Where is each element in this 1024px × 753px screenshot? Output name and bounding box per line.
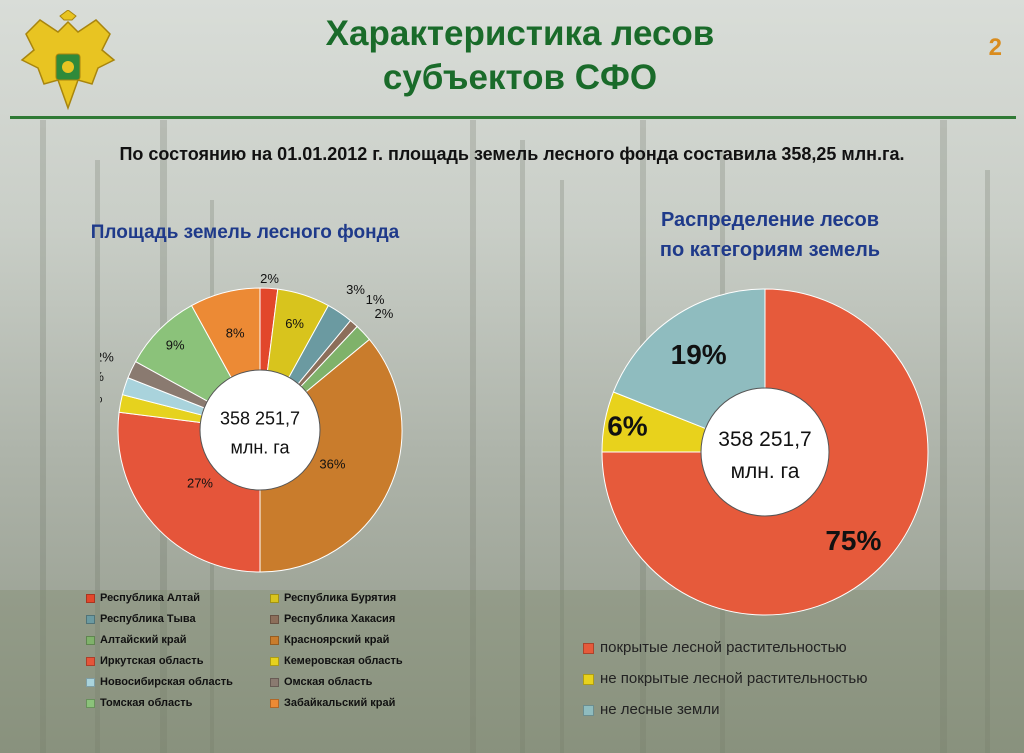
slice-label: 27%: [187, 475, 213, 490]
slice-label: 2%: [100, 369, 104, 384]
legend-item: Новосибирская область: [86, 672, 233, 692]
legend-item: Республика Бурятия: [270, 588, 396, 608]
donut-center: [199, 369, 321, 491]
legend-swatch: [86, 656, 95, 666]
legend-item: Кемеровская область: [270, 651, 403, 671]
slice-label: 2%: [100, 349, 114, 364]
donut-center: [700, 387, 830, 517]
legend-swatch: [86, 593, 95, 603]
legend-swatch: [583, 642, 594, 654]
legend-swatch: [270, 614, 279, 624]
legend-label: Забайкальский край: [284, 697, 396, 709]
legend-label: Новосибирская область: [100, 676, 233, 688]
title-divider: [10, 116, 1016, 119]
legend-swatch: [270, 698, 279, 708]
center-label: млн. га: [230, 437, 290, 457]
legend-label: Омская область: [284, 676, 373, 688]
legend-swatch: [86, 635, 95, 645]
legend-label: покрытые лесной растительностью: [600, 639, 847, 656]
center-label: 358 251,7: [220, 409, 300, 429]
forest-background: [0, 120, 1024, 753]
legend-item: Красноярский край: [270, 630, 389, 650]
legend-swatch: [270, 593, 279, 603]
legend-swatch: [86, 614, 95, 624]
slice-label: 6%: [285, 316, 304, 331]
chart1-title: Площадь земель лесного фонда: [90, 222, 400, 243]
page-title: Характеристика лесов субъектов СФО: [220, 12, 820, 100]
legend-item: не покрытые лесной растительностью: [583, 663, 867, 694]
legend-item: Республика Алтай: [86, 588, 200, 608]
legend-label: Кемеровская область: [284, 655, 403, 667]
slice-label: 2%: [375, 306, 394, 321]
legend-item: Республика Хакасия: [270, 609, 395, 629]
legend-item: Алтайский край: [86, 630, 187, 650]
legend-item: Томская область: [86, 693, 192, 713]
double-headed-eagle-emblem: [20, 10, 116, 111]
slice-label: 8%: [226, 326, 245, 341]
slice-label: 1%: [366, 292, 385, 307]
slice-label: 2%: [100, 391, 103, 406]
slice-label: 3%: [346, 282, 365, 297]
legend-item: покрытые лесной растительностью: [583, 632, 867, 663]
legend-swatch: [86, 677, 95, 687]
chart2-title: Распределение лесов по категориям земель: [600, 205, 940, 265]
title-line-1: Характеристика лесов: [325, 14, 715, 53]
land-category-donut-chart: 75% 6% 19% 358 251,7 млн. га: [601, 288, 929, 616]
page-number: 2: [988, 34, 1002, 61]
legend-label: Алтайский край: [100, 634, 187, 646]
legend-label: не лесные земли: [600, 701, 720, 718]
legend-item: Омская область: [270, 672, 372, 692]
legend-swatch: [86, 698, 95, 708]
chart2-title-line-1: Распределение лесов: [660, 209, 880, 231]
legend-swatch: [583, 704, 594, 716]
legend-label: Республика Алтай: [100, 592, 201, 604]
legend-label: Республика Хакасия: [284, 613, 396, 625]
legend-swatch: [583, 673, 594, 685]
slice-label: 19%: [671, 339, 727, 370]
chart2-legend: покрытые лесной растительностью не покрыт…: [583, 632, 867, 725]
legend-label: Томская область: [100, 697, 193, 709]
legend-swatch: [270, 656, 279, 666]
legend-swatch: [270, 635, 279, 645]
legend-swatch: [270, 677, 279, 687]
slice-label: 2%: [260, 271, 279, 286]
chart2-title-line-2: по категориям земель: [659, 239, 881, 261]
legend-label: Республика Тыва: [100, 613, 196, 625]
slice-label: 36%: [319, 457, 345, 472]
center-label: 358 251,7: [718, 428, 811, 451]
title-line-2: субъектов СФО: [382, 58, 658, 97]
center-label: млн. га: [731, 460, 800, 483]
summary-text: По состоянию на 01.01.2012 г. площадь зе…: [119, 144, 905, 164]
forest-fund-area-donut-chart: 2%6%3%1%2%36%27%2%2%2%9%8%358 251,7млн. …: [100, 271, 403, 573]
slice-label: 9%: [166, 338, 185, 353]
legend-label: не покрытые лесной растительностью: [600, 670, 868, 687]
legend-label: Красноярский край: [284, 634, 390, 646]
legend-item: Иркутская область: [86, 651, 203, 671]
legend-item: не лесные земли: [583, 694, 867, 725]
legend-item: Забайкальский край: [270, 693, 395, 713]
slice-label: 6%: [607, 411, 648, 442]
slice-label: 75%: [825, 525, 881, 556]
legend-item: Республика Тыва: [86, 609, 196, 629]
legend-label: Республика Бурятия: [284, 592, 397, 604]
legend-label: Иркутская область: [100, 655, 204, 667]
